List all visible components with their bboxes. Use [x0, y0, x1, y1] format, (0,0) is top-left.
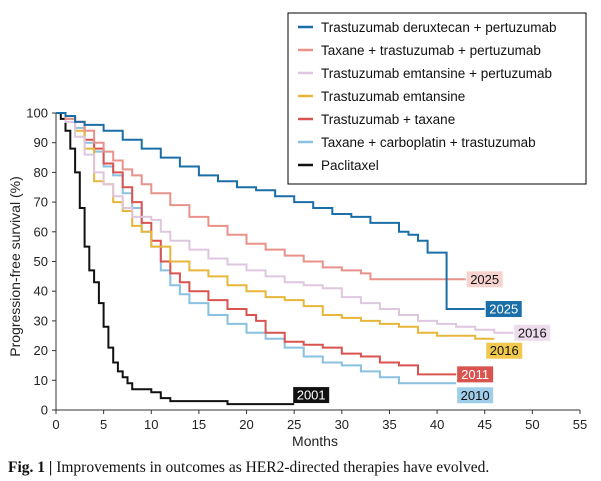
caption-label: Fig. 1 |: [8, 459, 57, 476]
end-label-box-trastuzumab-emtansine-pertuzumab: [514, 324, 551, 341]
legend-label-trastuzumab-emtansine-pertuzumab: Trastuzumab emtansine + pertuzumab: [321, 66, 552, 81]
x-tick-label: 35: [382, 417, 396, 432]
series-line-trastuzumab-emtansine-pertuzumab: [56, 112, 514, 334]
end-label-box-trastuzumab-deruxtecan-pertuzumab: [485, 301, 522, 318]
end-label-paclitaxel: 2001: [297, 388, 326, 403]
y-tick-label: 70: [34, 195, 48, 210]
x-tick-label: 55: [573, 417, 587, 432]
end-label-trastuzumab-emtansine-pertuzumab: 2016: [518, 325, 547, 340]
x-tick-label: 10: [144, 417, 158, 432]
legend-label-trastuzumab-emtansine: Trastuzumab emtansine: [321, 89, 465, 104]
legend: Trastuzumab deruxtecan + pertuzumab Taxan…: [287, 12, 587, 185]
end-label-taxane-trastuzumab-pertuzumab: 2025: [470, 272, 499, 287]
caption-text: Improvements in outcomes as HER2-directe…: [56, 459, 490, 476]
y-tick-label: 80: [34, 165, 48, 180]
end-label-box-taxane-trastuzumab-pertuzumab: [466, 271, 503, 288]
legend-label-trastuzumab-deruxtecan-pertuzumab: Trastuzumab deruxtecan + pertuzumab: [321, 20, 557, 35]
y-tick-label: 90: [34, 135, 48, 150]
end-label-trastuzumab-taxane: 2011: [461, 367, 489, 382]
series-line-trastuzumab-deruxtecan-pertuzumab: [56, 112, 485, 310]
x-tick-label: 45: [477, 417, 491, 432]
end-label-box-trastuzumab-taxane: [457, 366, 494, 383]
end-label-taxane-carboplatin-trastuzumab: 2010: [461, 388, 490, 403]
x-tick-label: 50: [525, 417, 539, 432]
legend-label-paclitaxel: Paclitaxel: [321, 158, 379, 173]
series-line-taxane-trastuzumab-pertuzumab: [56, 112, 466, 281]
y-tick-label: 100: [26, 106, 48, 121]
x-axis-title: Months: [292, 433, 338, 449]
legend-label-taxane-trastuzumab-pertuzumab: Taxane + trastuzumab + pertuzumab: [321, 43, 541, 58]
series-line-taxane-carboplatin-trastuzumab: [56, 112, 457, 385]
survival-chart: 0 5 10 15 20 25 30 35 40 45 50 55010203040506070809…: [7, 12, 587, 449]
y-axis-title: Progression-free survival (%): [7, 176, 23, 357]
x-tick-label: 0: [52, 417, 59, 432]
y-tick-label: 40: [34, 284, 48, 299]
x-tick-label: 30: [335, 417, 349, 432]
figure-caption: Fig. 1 | Improvements in outcomes as HER…: [8, 459, 598, 477]
y-tick-label: 30: [34, 313, 48, 328]
y-tick-label: 10: [34, 373, 48, 388]
axes-layer: 0 5 10 15 20 25 30 35 40 45 50 55010203040506070809…: [26, 106, 587, 433]
legend-label-taxane-carboplatin-trastuzumab: Taxane + carboplatin + trastuzumab: [321, 135, 536, 150]
end-label-box-paclitaxel: [293, 387, 330, 404]
series-layer: [56, 112, 514, 406]
x-tick-label: 40: [430, 417, 444, 432]
y-tick-label: 20: [34, 343, 48, 358]
x-tick-label: 15: [192, 417, 206, 432]
end-label-trastuzumab-deruxtecan-pertuzumab: 2025: [489, 302, 518, 317]
x-tick-label: 20: [239, 417, 253, 432]
end-label-box-taxane-carboplatin-trastuzumab: [457, 387, 494, 404]
x-tick-label: 25: [287, 417, 301, 432]
end-label-box-trastuzumab-emtansine: [486, 342, 523, 359]
end-label-trastuzumab-emtansine: 2016: [490, 343, 519, 358]
series-line-paclitaxel: [56, 112, 295, 406]
y-tick-label: 50: [34, 254, 48, 269]
series-line-trastuzumab-taxane: [56, 112, 457, 376]
legend-box: [287, 12, 587, 185]
x-tick-label: 5: [100, 417, 107, 432]
legend-label-trastuzumab-taxane: Trastuzumab + taxane: [321, 112, 455, 127]
y-tick-label: 60: [34, 224, 48, 239]
y-tick-label: 0: [41, 403, 48, 418]
